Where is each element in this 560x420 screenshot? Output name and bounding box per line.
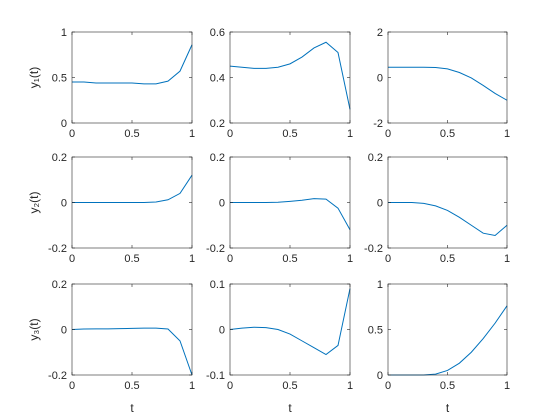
data-line	[229, 288, 351, 356]
y-tick-label: 0	[377, 73, 383, 85]
data-line	[72, 174, 193, 203]
x-tick-label: 1	[347, 128, 353, 140]
x-tick-label: 0	[385, 380, 391, 392]
y-tick-label: 0	[61, 325, 67, 337]
y-tick-label: 0	[219, 198, 225, 210]
y-tick-label: 0.2	[210, 152, 225, 164]
y-tick-label: 0	[377, 198, 383, 210]
y-tick-label: -0.2	[48, 243, 67, 255]
x-tick-label: 1	[504, 380, 510, 392]
axes-background	[72, 284, 192, 375]
y-tick-label: 2	[377, 27, 383, 39]
y-tick-label: -0.1	[206, 370, 225, 382]
x-axis-label: t	[446, 401, 450, 415]
x-tick-label: 0	[227, 128, 233, 140]
y-tick-label: 0.2	[210, 118, 225, 130]
y-tick-label: 0.2	[52, 279, 67, 291]
y-tick-label: 1	[61, 27, 67, 39]
y-tick-label: -0.2	[364, 243, 383, 255]
x-tick-label: 0	[385, 128, 391, 140]
x-tick-label: 0	[69, 380, 75, 392]
y-axis-label: y₁(t)	[27, 67, 41, 88]
x-tick-label: 0.5	[440, 128, 455, 140]
y-tick-label: 0	[377, 370, 383, 382]
y-tick-label: 0.2	[52, 152, 67, 164]
x-tick-label: 0.5	[282, 253, 297, 265]
x-tick-label: 1	[504, 253, 510, 265]
x-tick-label: 1	[504, 128, 510, 140]
data-line	[229, 41, 351, 110]
x-tick-label: 1	[189, 380, 195, 392]
axes-background	[72, 32, 192, 123]
y-tick-label: 1	[377, 279, 383, 291]
y-tick-label: 0.2	[368, 152, 383, 164]
y-axis-label: y₂(t)	[27, 192, 41, 214]
x-tick-label: 0	[69, 128, 75, 140]
y-tick-label: -2	[373, 118, 383, 130]
data-line	[71, 327, 193, 376]
y-tick-label: 0	[61, 118, 67, 130]
x-tick-label: 1	[347, 380, 353, 392]
x-tick-label: 0.5	[124, 253, 139, 265]
x-tick-label: 1	[347, 253, 353, 265]
data-line	[388, 66, 508, 101]
x-tick-label: 0	[69, 253, 75, 265]
x-axis-label: t	[130, 401, 134, 415]
x-tick-label: 0	[385, 253, 391, 265]
data-line	[72, 44, 193, 85]
y-tick-label: 0.1	[210, 279, 225, 291]
x-axis-label: t	[288, 401, 292, 415]
axes-background	[388, 32, 507, 123]
x-tick-label: 0.5	[282, 380, 297, 392]
x-tick-label: 0.5	[440, 380, 455, 392]
x-tick-label: 0.5	[124, 380, 139, 392]
axes-background	[230, 32, 350, 123]
x-tick-label: 0	[227, 253, 233, 265]
data-line	[388, 202, 508, 237]
axes-background	[388, 284, 507, 375]
axes-background	[230, 284, 350, 375]
x-tick-label: 0.5	[282, 128, 297, 140]
y-tick-label: 0	[219, 325, 225, 337]
y-tick-label: 0.5	[52, 73, 67, 85]
x-tick-label: 0.5	[440, 253, 455, 265]
y-tick-label: -0.2	[206, 243, 225, 255]
x-tick-label: 0	[227, 380, 233, 392]
y-tick-label: 0.6	[210, 27, 225, 39]
x-tick-label: 1	[189, 128, 195, 140]
x-tick-label: 0.5	[124, 128, 139, 140]
y-axis-label: y₃(t)	[27, 318, 41, 340]
data-line	[230, 198, 351, 231]
x-tick-label: 1	[189, 253, 195, 265]
y-tick-label: 0.5	[368, 325, 383, 337]
y-tick-label: -0.2	[48, 370, 67, 382]
y-tick-label: 0	[61, 198, 67, 210]
y-tick-label: 0.4	[210, 73, 225, 85]
